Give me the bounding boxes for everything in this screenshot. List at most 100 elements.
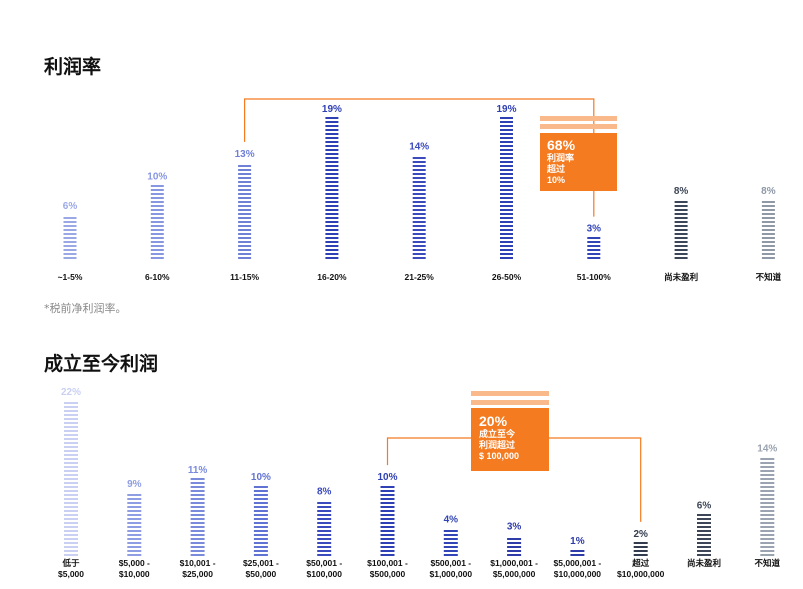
chart2-value-label: 2%: [633, 529, 648, 540]
chart2-bar: [570, 550, 585, 556]
bar-stripe: [64, 414, 78, 416]
bar-stripe: [253, 494, 268, 496]
bar-stripe: [500, 125, 513, 127]
bar-stripe: [325, 117, 339, 119]
chart1-bar: [761, 201, 775, 259]
chart2-value-label: 3%: [507, 522, 522, 533]
bar-stripe: [325, 121, 339, 123]
category-line: 尚未盈利: [687, 558, 721, 568]
bar-stripe: [238, 209, 252, 211]
chart1-value-label: 8%: [761, 186, 776, 197]
bar-stripe: [317, 546, 332, 548]
bar-stripe: [500, 197, 513, 199]
bar-stripe: [500, 129, 513, 131]
bar-stripe: [238, 173, 252, 175]
bar-stripe: [325, 209, 339, 211]
bar-stripe: [412, 241, 426, 243]
bar-stripe: [238, 213, 252, 215]
bar-stripe: [190, 486, 205, 488]
bar-stripe: [760, 478, 775, 480]
bar-stripe: [760, 486, 775, 488]
bar-stripe: [325, 205, 339, 207]
callout2-line3: $ 100,000: [479, 451, 520, 461]
chart1-bar: [63, 217, 77, 259]
chart2-bar: [633, 542, 648, 556]
bar-stripe: [570, 554, 585, 556]
bar-stripe: [380, 486, 395, 488]
bar-stripe: [412, 237, 426, 239]
category-line: 尚未盈利: [664, 272, 698, 282]
bar-stripe: [760, 498, 775, 500]
chart2-category-label: 不知道: [755, 558, 781, 568]
bar-stripe: [500, 161, 513, 163]
bar-stripe: [238, 249, 252, 251]
category-line: $5,000: [58, 569, 84, 579]
bar-stripe: [760, 542, 775, 544]
bar-stripe: [761, 249, 775, 251]
chart2-bar: [443, 530, 458, 556]
bar-stripe: [238, 201, 252, 203]
bar-stripe: [238, 245, 252, 247]
bar-stripe: [412, 161, 426, 163]
bar-stripe: [64, 442, 78, 444]
bar-stripe: [150, 229, 164, 231]
bar-stripe: [500, 169, 513, 171]
bar-stripe: [190, 530, 205, 532]
bar-stripe: [64, 482, 78, 484]
bar-stripe: [238, 181, 252, 183]
bar-stripe: [64, 530, 78, 532]
bar-stripe: [64, 474, 78, 476]
bar-stripe: [412, 181, 426, 183]
category-line: 26-50%: [492, 272, 522, 282]
bar-stripe: [633, 542, 648, 544]
bar-stripe: [64, 406, 78, 408]
bar-stripe: [500, 209, 513, 211]
category-line: 低于: [61, 558, 80, 568]
bar-stripe: [674, 209, 688, 211]
bar-stripe: [697, 518, 711, 520]
bar-stripe: [500, 229, 513, 231]
bar-stripe: [633, 554, 648, 556]
bar-stripe: [64, 418, 78, 420]
bar-stripe: [127, 510, 142, 512]
bar-stripe: [325, 249, 339, 251]
bar-stripe: [127, 506, 142, 508]
chart2-category-label: $5,000 -$10,000: [119, 558, 150, 579]
chart1-bar: [500, 117, 513, 259]
bar-stripe: [238, 177, 252, 179]
bar-stripe: [190, 482, 205, 484]
bar-stripe: [238, 241, 252, 243]
bar-stripe: [317, 506, 332, 508]
chart1-bar: [412, 157, 426, 259]
bar-stripe: [150, 249, 164, 251]
bar-stripe: [325, 129, 339, 131]
bar-stripe: [587, 245, 601, 247]
bar-stripe: [127, 530, 142, 532]
chart1-footnote: *税前净利润率。: [44, 302, 127, 315]
bar-stripe: [190, 478, 205, 480]
chart2-bar: [380, 486, 395, 556]
chart2-bar: [127, 494, 142, 556]
bar-stripe: [150, 225, 164, 227]
bar-stripe: [760, 546, 775, 548]
bar-stripe: [500, 177, 513, 179]
bar-stripe: [674, 245, 688, 247]
chart1-value-label: 13%: [235, 149, 255, 160]
bar-stripe: [64, 510, 78, 512]
chart1-bar: [150, 185, 164, 259]
bar-stripe: [500, 181, 513, 183]
bar-stripe: [412, 201, 426, 203]
category-line: $500,000: [370, 569, 406, 579]
bar-stripe: [380, 494, 395, 496]
chart1-category-label: 16-20%: [317, 272, 347, 282]
bar-stripe: [760, 522, 775, 524]
bar-stripe: [761, 229, 775, 231]
bar-stripe: [412, 209, 426, 211]
chart1-category-label: 21-25%: [405, 272, 435, 282]
bar-stripe: [317, 554, 332, 556]
bar-stripe: [317, 538, 332, 540]
category-line: 超过: [631, 558, 650, 568]
bar-stripe: [64, 550, 78, 552]
bar-stripe: [64, 486, 78, 488]
chart2-category-label: $10,001 -$25,000: [180, 558, 216, 579]
